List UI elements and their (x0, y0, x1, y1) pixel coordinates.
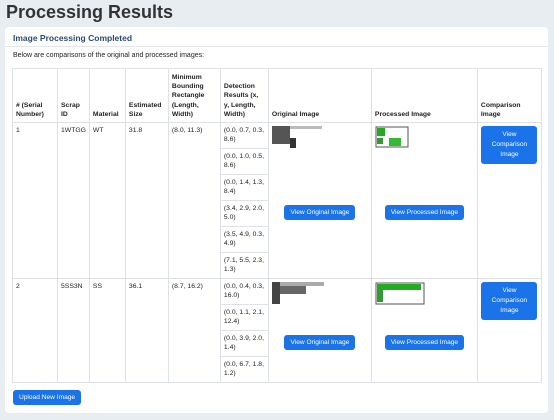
detection-result: (3.5, 4.9, 0.3, 4.9) (219, 226, 269, 253)
column-header: Comparison Image (476, 68, 542, 123)
divider (5, 46, 548, 47)
cell: 36.1 (124, 278, 169, 383)
column-header: Detection Results (x, y, Length, Width) (219, 68, 269, 123)
cell: (8.7, 16.2) (167, 278, 221, 383)
cell: (8.0, 11.3) (167, 122, 221, 279)
thumbnail (375, 282, 425, 305)
cell: SS (88, 278, 126, 383)
button-wrap: View Processed Image (375, 150, 474, 275)
view-processed-button[interactable]: View Processed Image (384, 335, 465, 350)
thumbnail (271, 282, 324, 304)
upload-button[interactable]: Upload New Image (13, 390, 82, 405)
thumbnail (271, 126, 322, 148)
table-row: (0.0, 1.4, 1.3, 8.4) (13, 174, 542, 201)
image-cell: View Processed Image (370, 278, 478, 383)
column-header: Processed Image (370, 68, 478, 123)
view-processed-button[interactable]: View Processed Image (384, 205, 465, 220)
detection-result: (7.1, 5.5, 2.3, 1.3) (219, 252, 269, 279)
table-row: 1 1WTGG WT 31.8 (8.0, 11.3) (0.0, 0.7, 0.3, 8… (12, 122, 542, 279)
cell: 2 (12, 278, 58, 383)
thumbnail (375, 126, 409, 148)
detection-result: (0.0, 3.9, 2.0, 1.4) (219, 330, 269, 357)
button-wrap: View Original Image (272, 150, 368, 275)
card-heading: Image Processing Completed (13, 33, 133, 43)
image-box: View Processed Image (375, 282, 474, 379)
cell: 1 (12, 122, 58, 279)
column-header: Original Image (267, 68, 372, 123)
image-cell: View Original Image (267, 122, 372, 279)
column-header: # (Serial Number) (12, 68, 58, 123)
cell: 5SS3N (57, 278, 90, 383)
view-original-button[interactable]: View Original Image (284, 205, 356, 220)
table-row: 2 5SS3N SS 36.1 (8.7, 16.2) (0.0, 0.4, 0.3, 1… (12, 278, 542, 383)
column-header: Material (88, 68, 126, 123)
table-row: (0.0, 6.7, 1.8, 1.2) (13, 356, 542, 383)
button-wrap: View Processed Image (375, 306, 474, 379)
detection-result: (3.4, 2.9, 2.0, 5.0) (219, 200, 269, 227)
description: Below are comparisons of the original an… (13, 52, 205, 59)
image-box: View Processed Image (375, 126, 474, 275)
detection-result: (0.0, 6.7, 1.8, 1.2) (219, 356, 269, 383)
detection-result: (0.0, 1.1, 2.1, 12.4) (219, 304, 269, 331)
column-header: Minimum Bounding Rectangle (Length, Widt… (167, 68, 221, 123)
view-comparison-button[interactable]: View Comparison Image (481, 126, 538, 164)
detection-result: (0.0, 0.7, 0.3, 8.6) (219, 122, 269, 149)
cell: 1WTGG (57, 122, 90, 279)
table-row: (0.0, 1.1, 2.1, 12.4) (13, 304, 542, 331)
comparison-cell: View Comparison Image (476, 122, 542, 279)
view-comparison-button[interactable]: View Comparison Image (481, 282, 538, 320)
image-box: View Original Image (271, 282, 368, 379)
image-cell: View Processed Image (370, 122, 478, 279)
detection-result: (0.0, 1.0, 0.5, 8.6) (219, 148, 269, 175)
table-row: (7.1, 5.5, 2.3, 1.3) (13, 252, 542, 279)
button-wrap: View Original Image (272, 306, 368, 379)
image-box: View Original Image (271, 126, 368, 275)
table-row: (0.0, 1.0, 0.5, 8.6) (13, 148, 542, 175)
view-original-button[interactable]: View Original Image (284, 335, 356, 350)
page-title: Processing Results (6, 2, 174, 22)
detection-result: (0.0, 1.4, 1.3, 8.4) (219, 174, 269, 201)
results-card: Image Processing Completed Below are com… (5, 27, 548, 413)
cell: 31.8 (124, 122, 169, 279)
comparison-cell: View Comparison Image (476, 278, 542, 383)
header-row: # (Serial Number) Scrap ID Material Estimat… (12, 68, 542, 123)
image-cell: View Original Image (267, 278, 372, 383)
column-header: Scrap ID (57, 68, 90, 123)
column-header: Estimated Size (124, 68, 169, 123)
results-table: # (Serial Number) Scrap ID Material Estimat… (12, 68, 542, 383)
table-row: (0.0, 3.9, 2.0, 1.4) (13, 330, 542, 357)
detection-result: (0.0, 0.4, 0.3, 16.0) (219, 278, 269, 305)
cell: WT (88, 122, 126, 279)
